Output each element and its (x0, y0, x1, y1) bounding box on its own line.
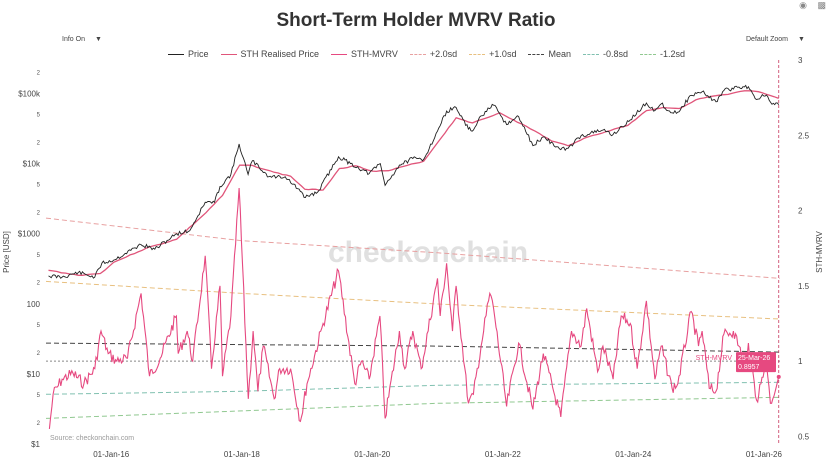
y-left-minor-tick-label: 5 (37, 183, 41, 189)
y-right-tick-label: 1.5 (798, 282, 810, 291)
x-tick-label: 01-Jan-22 (485, 450, 522, 459)
chevron-down-icon: ▼ (798, 36, 805, 43)
legend-swatch (528, 54, 545, 56)
y-left-tick-label: $10 (27, 370, 41, 379)
hover-label-value: 0.8957 (738, 364, 760, 371)
bar-chart-icon[interactable]: ▩ (817, 0, 826, 10)
legend-label: -1.2sd (659, 49, 685, 59)
legend-swatch (469, 54, 486, 56)
y-left-minor-tick-label: 2 (37, 281, 41, 287)
info-dropdown[interactable]: Info On ▼ (62, 36, 102, 43)
zoom-dropdown[interactable]: Default Zoom ▼ (746, 36, 805, 43)
legend-label: STH-MVRV (351, 49, 398, 59)
legend-item[interactable]: Price (168, 49, 209, 59)
legend-item[interactable]: -1.2sd (639, 49, 685, 59)
series-line-price (48, 84, 780, 279)
y-left-minor-tick-label: 5 (37, 393, 41, 399)
hover-label-box (736, 352, 776, 373)
info-dropdown-label: Info On (62, 36, 85, 43)
y-left-minor-tick-label: 2 (37, 140, 41, 146)
series-line-sth-mvrv (48, 187, 780, 429)
legend-item[interactable]: STH-MVRV (331, 49, 398, 59)
legend-swatch (331, 54, 348, 56)
y-right-tick-label: 3 (798, 56, 803, 65)
y-right-axis-label: STH-MVRV (815, 231, 824, 273)
y-left-tick-label: $100k (18, 89, 41, 98)
legend-item[interactable]: STH Realised Price (220, 49, 320, 59)
x-tick-label: 01-Jan-20 (354, 450, 391, 459)
x-tick-label: 01-Jan-26 (746, 450, 783, 459)
y-left-minor-tick-label: 2 (37, 211, 41, 217)
legend-label: +1.0sd (489, 49, 517, 59)
y-left-minor-tick-label: 5 (37, 253, 41, 259)
band-line-+2.0sd (45, 217, 781, 279)
x-tick-label: 01-Jan-18 (224, 450, 261, 459)
y-left-tick-label: $1000 (18, 230, 41, 239)
y-left-tick-label: $10k (23, 160, 41, 169)
y-left-minor-tick-label: 5 (37, 113, 41, 119)
y-left-minor-tick-label: 5 (37, 323, 41, 329)
legend-swatch (409, 54, 426, 56)
y-right-tick-label: 2 (798, 207, 803, 216)
legend-swatch (582, 54, 599, 56)
zoom-dropdown-label: Default Zoom (746, 36, 789, 43)
y-left-minor-tick-label: 2 (37, 421, 41, 427)
x-tick-label: 01-Jan-16 (93, 450, 130, 459)
legend-item[interactable]: +2.0sd (409, 49, 458, 59)
x-tick-label: 01-Jan-24 (615, 450, 652, 459)
legend-item[interactable]: -0.8sd (582, 49, 628, 59)
legend-label: Mean (548, 49, 571, 59)
legend-item[interactable]: +1.0sd (469, 49, 516, 59)
hover-label-date: 25-Mar-26 (738, 355, 770, 362)
y-left-tick-label: $1 (31, 440, 40, 449)
legend-label: -0.8sd (602, 49, 628, 59)
source-label: Source: checkonchain.com (50, 435, 134, 442)
y-right-tick-label: 1 (798, 357, 803, 366)
legend-label: +2.0sd (429, 49, 458, 59)
camera-icon[interactable]: ◉ (799, 0, 807, 10)
band-line--0.8sd (45, 381, 781, 395)
y-left-minor-tick-label: 2 (37, 351, 41, 357)
y-right-tick-label: 2.5 (798, 131, 810, 140)
hover-label-series: STH-MVRV (696, 355, 733, 362)
y-left-tick-label: 100 (27, 300, 41, 309)
legend-item[interactable]: Mean (528, 49, 571, 59)
band-line--1.2sd (45, 396, 781, 419)
legend-label: STH Realised Price (240, 49, 320, 59)
legend-swatch (639, 54, 656, 56)
legend-swatch (220, 54, 237, 56)
chart-toolbar: ◉ ▩ (791, 0, 826, 11)
chevron-down-icon: ▼ (94, 36, 102, 43)
hover-point (776, 374, 781, 379)
y-left-axis-label: Price [USD] (2, 231, 11, 273)
band-line-Mean (45, 342, 781, 353)
watermark: checkonchain (328, 236, 528, 269)
y-left-minor-tick-label: 2 (37, 70, 41, 76)
chart-title: Short-Term Holder MVRV Ratio (276, 10, 556, 31)
legend: Price STH Realised Price STH-MVRV +2.0sd +1.… (168, 49, 697, 59)
band-line-+1.0sd (45, 280, 781, 320)
legend-label: Price (188, 49, 209, 59)
y-right-tick-label: 0.5 (798, 432, 810, 441)
legend-swatch (168, 54, 184, 56)
